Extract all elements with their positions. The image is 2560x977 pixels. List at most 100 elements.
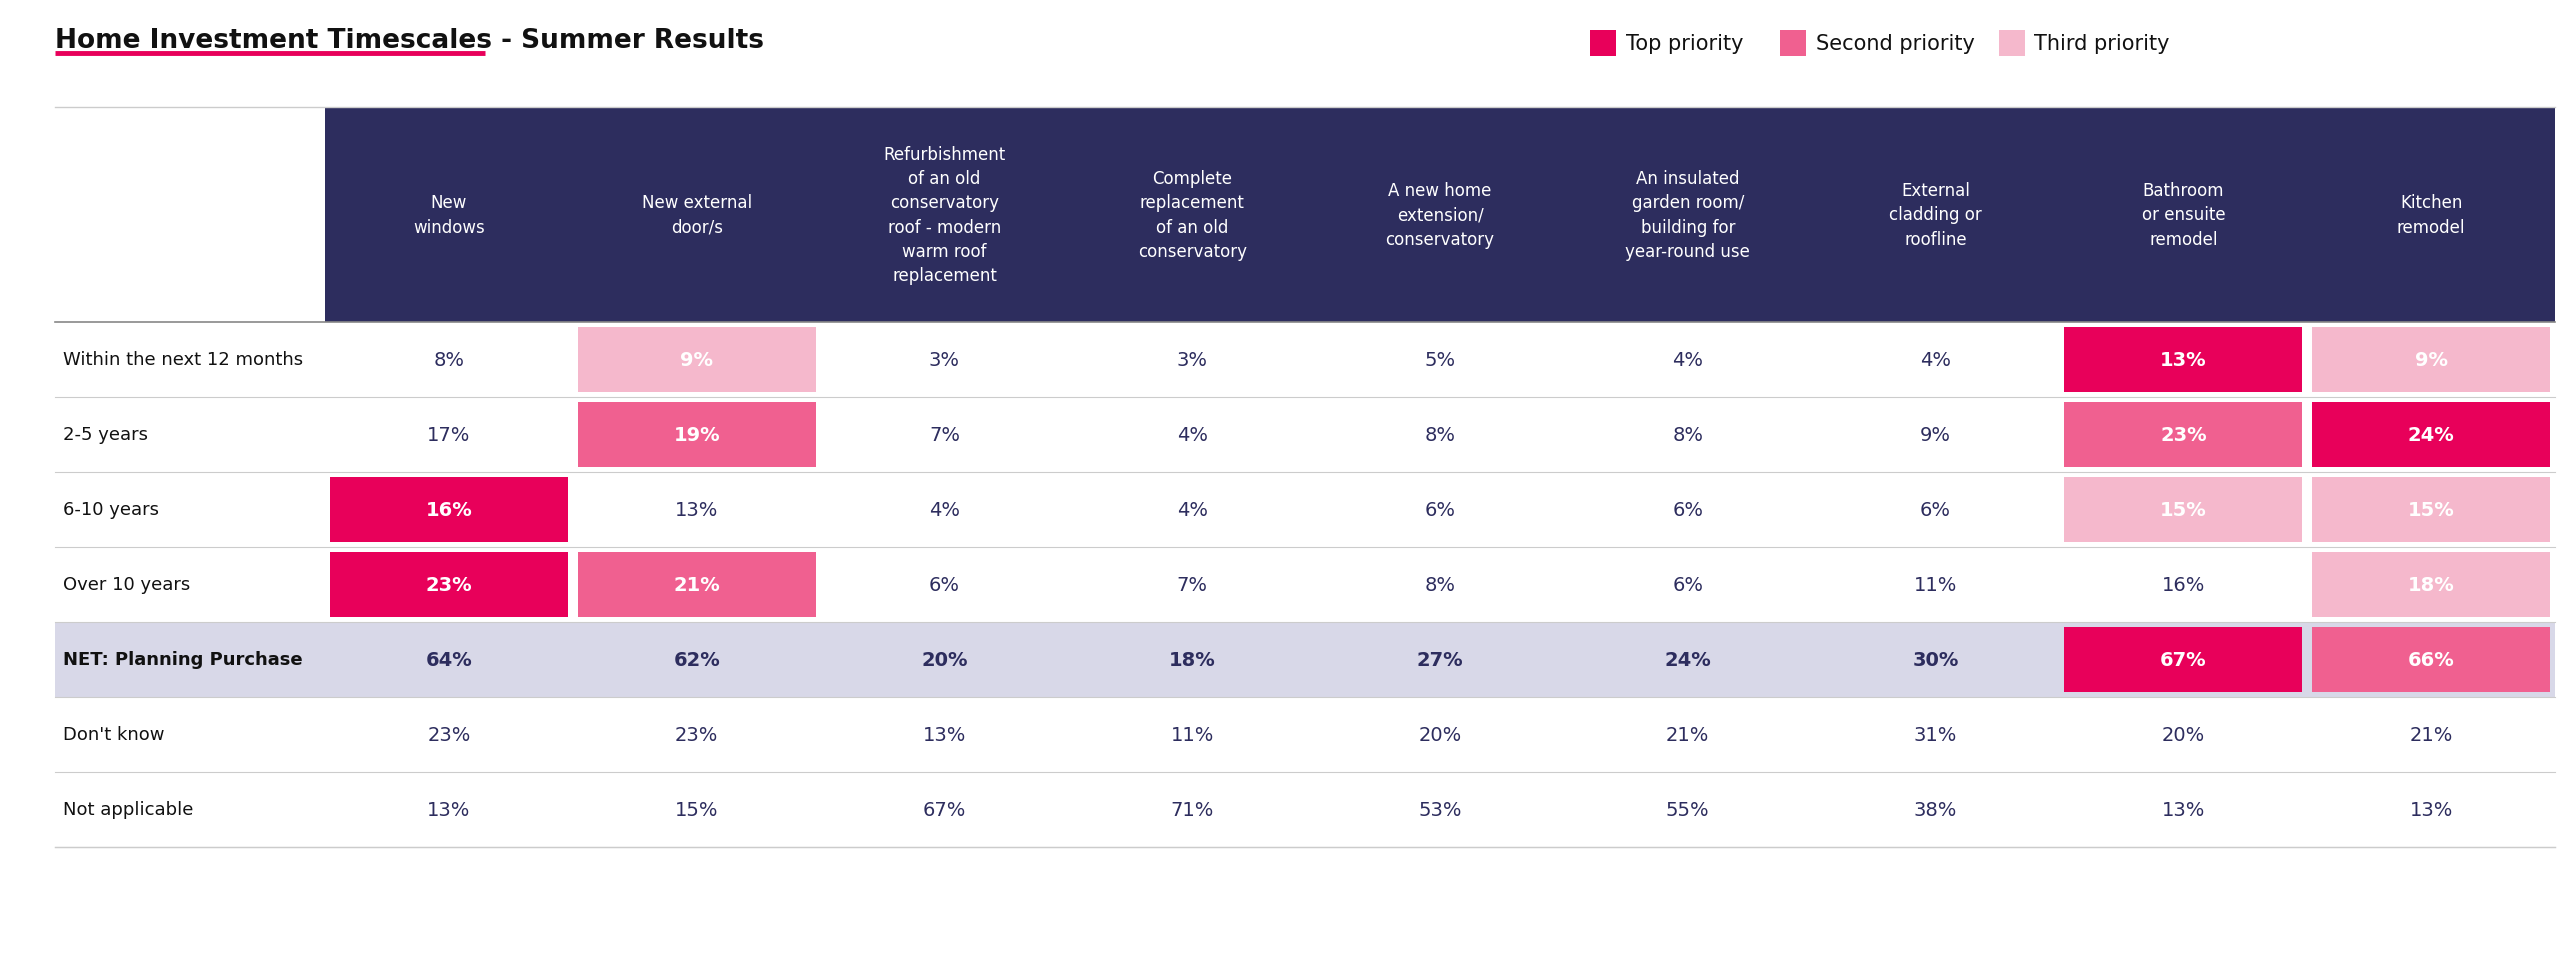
Text: 4%: 4%: [1920, 351, 1951, 369]
Text: 67%: 67%: [2161, 651, 2207, 669]
Text: 24%: 24%: [2409, 426, 2455, 445]
Text: 24%: 24%: [1664, 651, 1710, 669]
Text: 15%: 15%: [2409, 500, 2455, 520]
Text: 23%: 23%: [428, 725, 471, 744]
Text: 6%: 6%: [1423, 500, 1457, 520]
FancyBboxPatch shape: [579, 552, 817, 617]
Text: Kitchen
remodel: Kitchen remodel: [2396, 194, 2465, 236]
Text: 21%: 21%: [1667, 725, 1710, 744]
FancyBboxPatch shape: [54, 622, 2555, 698]
Text: 13%: 13%: [676, 500, 719, 520]
Text: 38%: 38%: [1915, 800, 1958, 819]
Text: 19%: 19%: [673, 426, 719, 445]
Text: A new home
extension/
conservatory: A new home extension/ conservatory: [1385, 182, 1495, 248]
Text: 18%: 18%: [2409, 575, 2455, 594]
Text: 20%: 20%: [1418, 725, 1462, 744]
Text: 64%: 64%: [425, 651, 471, 669]
Text: 18%: 18%: [1170, 651, 1216, 669]
FancyBboxPatch shape: [2063, 327, 2301, 393]
Text: 15%: 15%: [2161, 500, 2207, 520]
Text: 23%: 23%: [676, 725, 719, 744]
Text: 16%: 16%: [2161, 575, 2204, 594]
Text: 3%: 3%: [929, 351, 960, 369]
Text: Within the next 12 months: Within the next 12 months: [64, 351, 302, 369]
Text: Refurbishment
of an old
conservatory
roof - modern
warm roof
replacement: Refurbishment of an old conservatory roo…: [883, 146, 1006, 285]
Text: External
cladding or
roofline: External cladding or roofline: [1889, 182, 1981, 248]
Text: 4%: 4%: [1178, 500, 1208, 520]
FancyBboxPatch shape: [579, 327, 817, 393]
FancyBboxPatch shape: [330, 478, 568, 542]
Text: 20%: 20%: [922, 651, 968, 669]
Text: 4%: 4%: [929, 500, 960, 520]
FancyBboxPatch shape: [1999, 31, 2025, 57]
Text: Top priority: Top priority: [1626, 34, 1743, 54]
FancyBboxPatch shape: [2312, 627, 2550, 693]
FancyBboxPatch shape: [330, 552, 568, 617]
Text: Bathroom
or ensuite
remodel: Bathroom or ensuite remodel: [2143, 182, 2225, 248]
Text: 8%: 8%: [1423, 575, 1457, 594]
Text: Third priority: Third priority: [2035, 34, 2171, 54]
Text: Over 10 years: Over 10 years: [64, 575, 189, 594]
Text: An insulated
garden room/
building for
year-round use: An insulated garden room/ building for y…: [1626, 170, 1751, 261]
FancyBboxPatch shape: [325, 107, 2555, 322]
FancyBboxPatch shape: [2063, 627, 2301, 693]
Text: 21%: 21%: [2409, 725, 2452, 744]
Text: 31%: 31%: [1915, 725, 1958, 744]
Text: 13%: 13%: [2161, 351, 2207, 369]
Text: 6%: 6%: [1672, 575, 1702, 594]
FancyBboxPatch shape: [1779, 31, 1805, 57]
Text: 13%: 13%: [2409, 800, 2452, 819]
Text: 21%: 21%: [673, 575, 719, 594]
Text: 55%: 55%: [1667, 800, 1710, 819]
Text: 23%: 23%: [2161, 426, 2207, 445]
Text: 4%: 4%: [1178, 426, 1208, 445]
Text: Not applicable: Not applicable: [64, 801, 195, 819]
Text: New external
door/s: New external door/s: [643, 194, 753, 236]
Text: 67%: 67%: [922, 800, 965, 819]
Text: 53%: 53%: [1418, 800, 1462, 819]
Text: Don't know: Don't know: [64, 726, 164, 743]
Text: 13%: 13%: [922, 725, 965, 744]
Text: 20%: 20%: [2161, 725, 2204, 744]
Text: 8%: 8%: [433, 351, 463, 369]
Text: 66%: 66%: [2409, 651, 2455, 669]
Text: 3%: 3%: [1178, 351, 1208, 369]
Text: 6%: 6%: [929, 575, 960, 594]
Text: 4%: 4%: [1672, 351, 1702, 369]
Text: 9%: 9%: [681, 351, 714, 369]
Text: NET: Planning Purchase: NET: Planning Purchase: [64, 651, 302, 669]
FancyBboxPatch shape: [1590, 31, 1615, 57]
Text: 2-5 years: 2-5 years: [64, 426, 148, 444]
Text: 11%: 11%: [1915, 575, 1958, 594]
Text: 16%: 16%: [425, 500, 471, 520]
Text: New
windows: New windows: [412, 194, 484, 236]
Text: 27%: 27%: [1416, 651, 1464, 669]
Text: 11%: 11%: [1170, 725, 1213, 744]
FancyBboxPatch shape: [2063, 403, 2301, 468]
Text: 15%: 15%: [676, 800, 719, 819]
Text: 71%: 71%: [1170, 800, 1213, 819]
Text: Complete
replacement
of an old
conservatory: Complete replacement of an old conservat…: [1137, 170, 1247, 261]
Text: 6-10 years: 6-10 years: [64, 501, 159, 519]
Text: 7%: 7%: [929, 426, 960, 445]
Text: 62%: 62%: [673, 651, 719, 669]
Text: Home Investment Timescales - Summer Results: Home Investment Timescales - Summer Resu…: [54, 28, 763, 54]
Text: 30%: 30%: [1912, 651, 1958, 669]
Text: 13%: 13%: [2161, 800, 2204, 819]
Text: 7%: 7%: [1178, 575, 1208, 594]
Text: 17%: 17%: [428, 426, 471, 445]
Text: 8%: 8%: [1672, 426, 1702, 445]
Text: 23%: 23%: [425, 575, 471, 594]
FancyBboxPatch shape: [2312, 327, 2550, 393]
Text: 5%: 5%: [1423, 351, 1457, 369]
Text: 8%: 8%: [1423, 426, 1457, 445]
FancyBboxPatch shape: [2312, 478, 2550, 542]
Text: 6%: 6%: [1920, 500, 1951, 520]
FancyBboxPatch shape: [2312, 403, 2550, 468]
FancyBboxPatch shape: [579, 403, 817, 468]
FancyBboxPatch shape: [2063, 478, 2301, 542]
Text: 6%: 6%: [1672, 500, 1702, 520]
Text: 9%: 9%: [1920, 426, 1951, 445]
FancyBboxPatch shape: [2312, 552, 2550, 617]
Text: 9%: 9%: [2414, 351, 2447, 369]
